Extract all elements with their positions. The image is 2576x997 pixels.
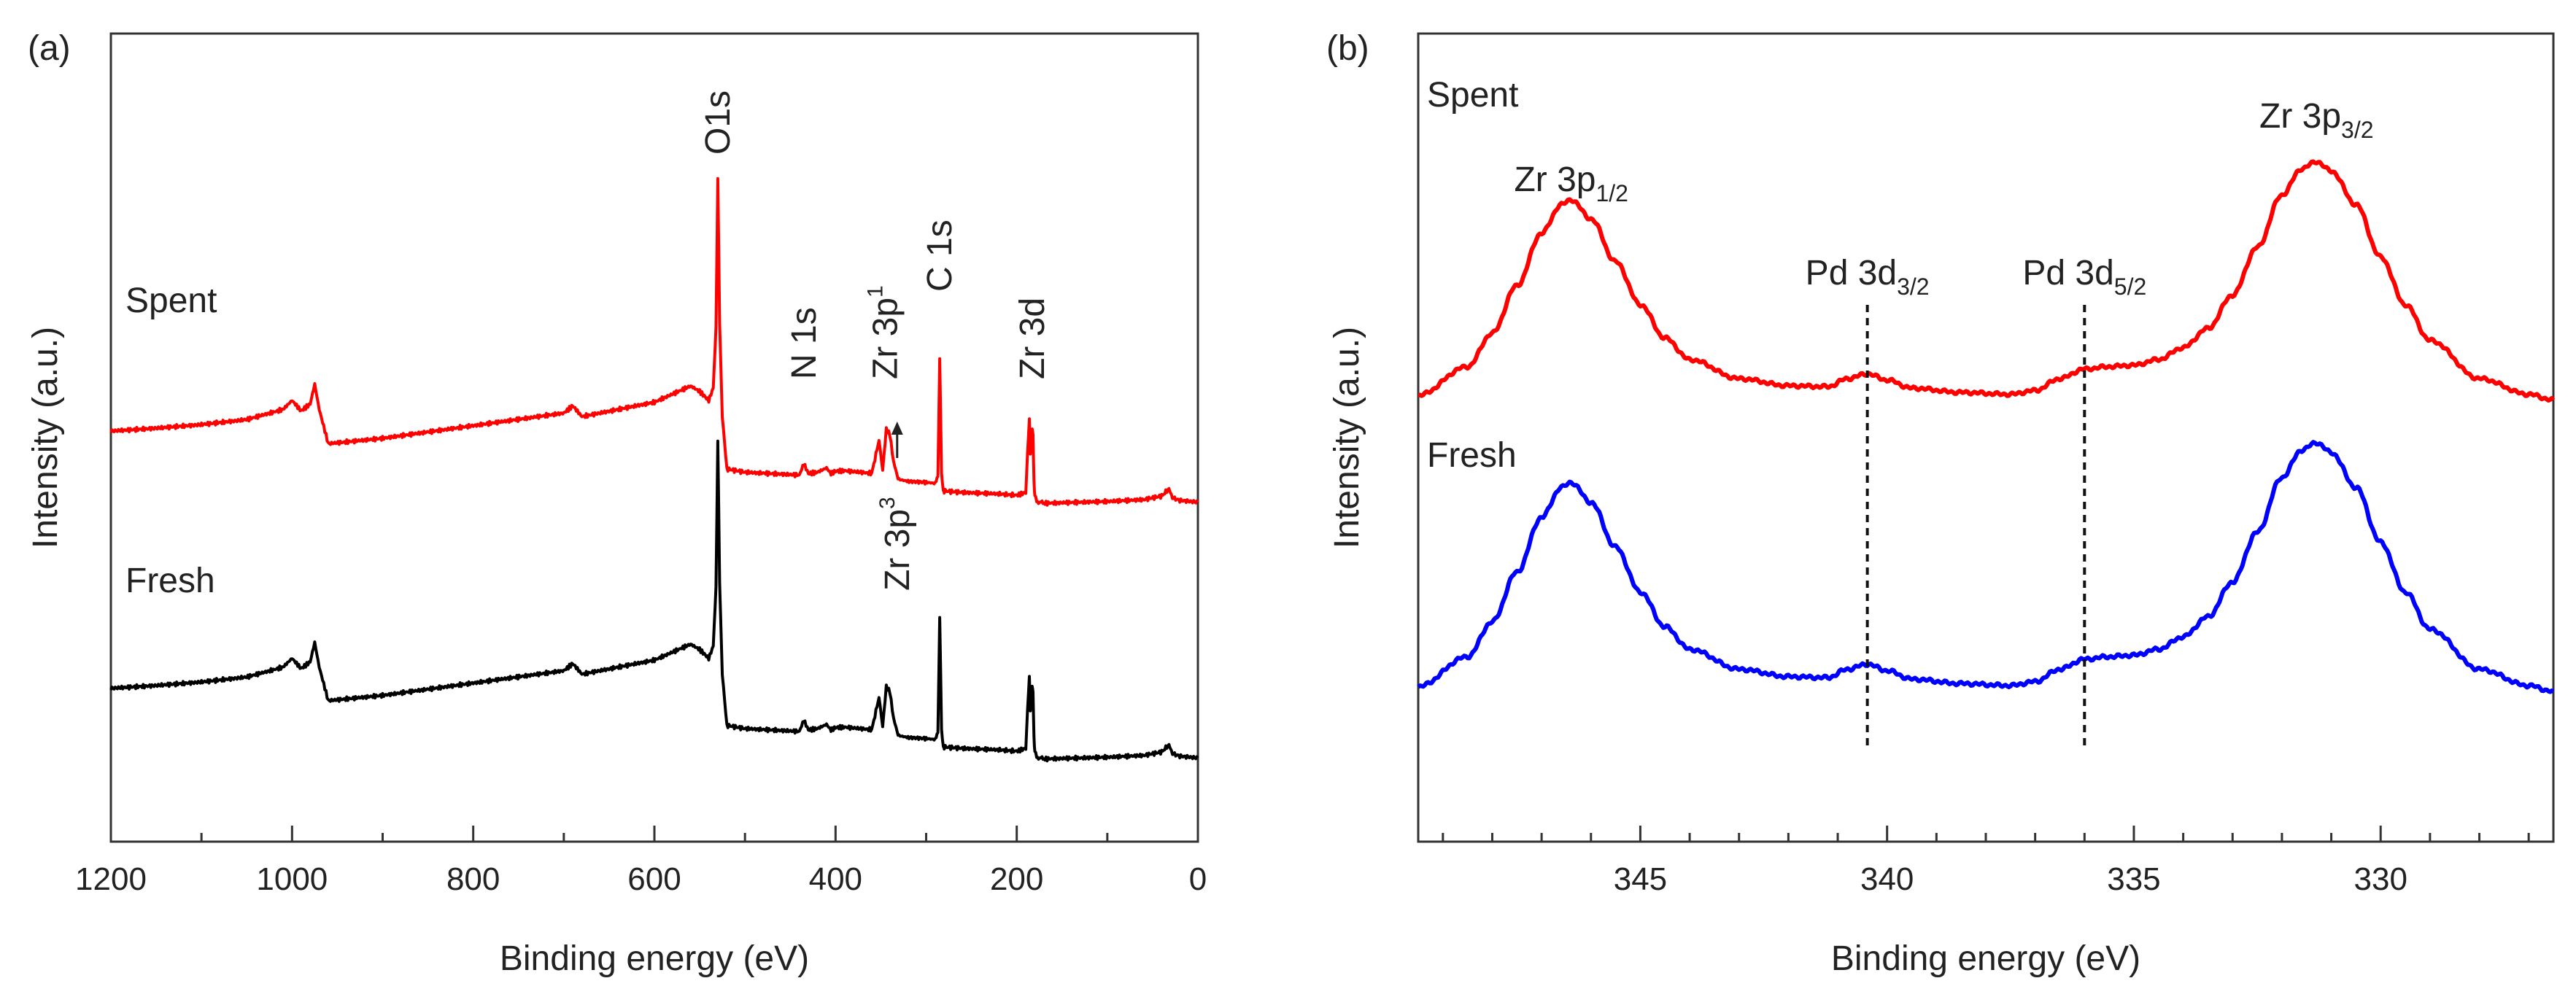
peak-label-text: Zr 3p — [2259, 97, 2341, 136]
series-lines-a — [109, 176, 1199, 763]
series-line-b-fresh — [1417, 440, 2555, 694]
series-name-a-spent: Spent — [125, 282, 217, 320]
peak-label-subscript: 1/2 — [1596, 180, 1628, 206]
panel-b: (b) 345 340 335 330 Zr 3p1/2Pd 3d3/2 Pd 3d5/… — [1326, 29, 2556, 978]
peak-label-subscript: 3/2 — [1897, 274, 1929, 300]
x-tick-label-b-330: 330 — [2354, 861, 2407, 897]
peak-label-a-o1s: O1s — [699, 90, 738, 155]
x-tick-label-a-0: 0 — [1189, 861, 1207, 897]
zr3p3-arrowhead — [891, 422, 903, 435]
x-tick-label-b-340: 340 — [1860, 861, 1914, 897]
peak-label-text: Zr 3p — [1514, 160, 1596, 199]
peak-label-b-pd-3d-3-2: Pd 3d3/2 — [1806, 254, 1930, 300]
series-names-b: Spent Fresh — [1427, 76, 1518, 475]
series-line-a-spent — [109, 176, 1199, 507]
x-ticks-b: 345 340 335 330 — [1442, 826, 2530, 897]
x-tick-label-a-1000: 1000 — [256, 861, 328, 897]
x-tick-label-a-600: 600 — [627, 861, 681, 897]
peak-label-text: Zr 3p — [878, 509, 917, 591]
x-tick-label-b-345: 345 — [1614, 861, 1667, 897]
peak-label-superscript: 3 — [875, 497, 900, 509]
peak-label-a-zr-3p1: Zr 3p1 — [864, 285, 905, 379]
x-tick-label-a-200: 200 — [990, 861, 1043, 897]
x-ticks-a: 1200 1000 800 600 400 200 0 — [75, 826, 1207, 897]
peak-label-subscript: 5/2 — [2114, 274, 2146, 300]
y-axis-title-a: Intensity (a.u.) — [26, 327, 65, 548]
peak-label-superscript: 1 — [864, 285, 888, 298]
y-axis-title-b: Intensity (a.u.) — [1328, 327, 1366, 548]
series-name-a-fresh: Fresh — [125, 562, 215, 600]
x-tick-label-a-800: 800 — [446, 861, 500, 897]
x-tick-label-a-1200: 1200 — [75, 861, 147, 897]
series-lines-b — [1417, 159, 2556, 694]
peak-label-text: C 1s — [921, 220, 959, 292]
series-name-b-fresh: Fresh — [1427, 436, 1517, 475]
panel-a-label: (a) — [28, 29, 71, 68]
peak-label-text: Zr 3p — [867, 298, 905, 379]
peak-label-text: N 1s — [785, 307, 824, 379]
series-line-b-spent — [1417, 159, 2556, 403]
x-axis-title-b: Binding energy (eV) — [1831, 939, 2140, 978]
plot-frame-b — [1417, 32, 2555, 843]
peak-label-b-zr-3p-3-2: Zr 3p3/2 — [2259, 97, 2374, 143]
series-name-b-spent: Spent — [1427, 76, 1518, 115]
peak-label-b-pd-3d-5-2: Pd 3d5/2 — [2022, 254, 2146, 300]
peak-label-a-n-1s: N 1s — [785, 307, 824, 379]
peak-label-text: O1s — [699, 90, 738, 155]
peak-label-a-zr-3d: Zr 3d — [1013, 298, 1052, 379]
panel-b-label: (b) — [1326, 29, 1369, 68]
peak-label-text: Zr 3d — [1013, 298, 1052, 379]
peak-label-text: Pd 3d — [1806, 254, 1897, 292]
peak-label-a-c-1s: C 1s — [921, 220, 959, 292]
peak-label-b-zr-3p-1-2: Zr 3p1/2 — [1514, 160, 1628, 206]
peak-label-text: Pd 3d — [2022, 254, 2113, 292]
x-tick-label-a-400: 400 — [809, 861, 862, 897]
peak-label-subscript: 3/2 — [2341, 117, 2373, 143]
series-names-a: Spent Fresh — [125, 282, 217, 600]
peak-label-a-zr-3p3: Zr 3p3 — [875, 497, 917, 591]
x-tick-label-b-335: 335 — [2107, 861, 2160, 897]
annotations-b: Zr 3p1/2Pd 3d3/2 Pd 3d5/2Zr 3p3/2 — [1514, 97, 2374, 751]
x-axis-title-a: Binding energy (eV) — [500, 939, 809, 978]
series-line-a-fresh — [109, 439, 1199, 763]
